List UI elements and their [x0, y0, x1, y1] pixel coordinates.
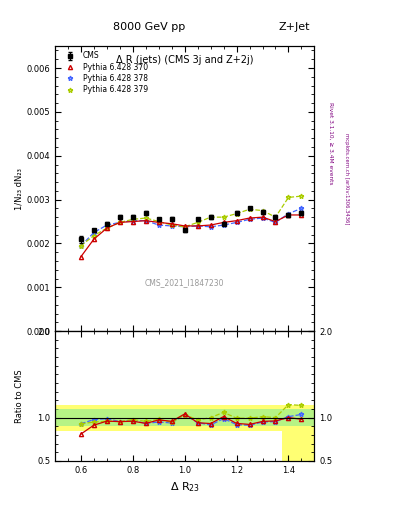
- Text: Δ R (jets) (CMS 3j and Z+2j): Δ R (jets) (CMS 3j and Z+2j): [116, 55, 253, 65]
- Text: CMS_2021_I1847230: CMS_2021_I1847230: [145, 278, 224, 287]
- Text: mcplots.cern.ch [arXiv:1306.3436]: mcplots.cern.ch [arXiv:1306.3436]: [344, 134, 349, 225]
- Text: Rivet 3.1.10, ≥ 3.4M events: Rivet 3.1.10, ≥ 3.4M events: [328, 102, 333, 185]
- X-axis label: $\Delta$ R$_{23}$: $\Delta$ R$_{23}$: [170, 480, 200, 494]
- Bar: [55, 404, 314, 431]
- Y-axis label: 1/N₂₃ dN₂₃: 1/N₂₃ dN₂₃: [15, 168, 24, 209]
- Text: 8000 GeV pp: 8000 GeV pp: [113, 22, 185, 32]
- Legend: CMS, Pythia 6.428 370, Pythia 6.428 378, Pythia 6.428 379: CMS, Pythia 6.428 370, Pythia 6.428 378,…: [59, 50, 149, 96]
- Bar: [55, 409, 314, 426]
- Text: Z+Jet: Z+Jet: [279, 22, 310, 32]
- Y-axis label: Ratio to CMS: Ratio to CMS: [15, 369, 24, 423]
